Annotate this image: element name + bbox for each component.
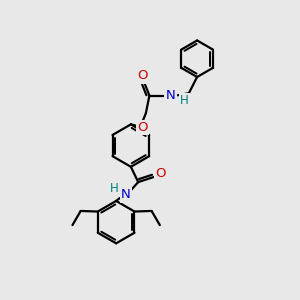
Text: N: N: [121, 188, 131, 201]
Text: H: H: [110, 182, 119, 195]
Text: N: N: [166, 89, 176, 102]
Text: H: H: [180, 94, 189, 107]
Text: O: O: [137, 121, 148, 134]
Text: O: O: [137, 69, 148, 82]
Text: O: O: [156, 167, 166, 180]
